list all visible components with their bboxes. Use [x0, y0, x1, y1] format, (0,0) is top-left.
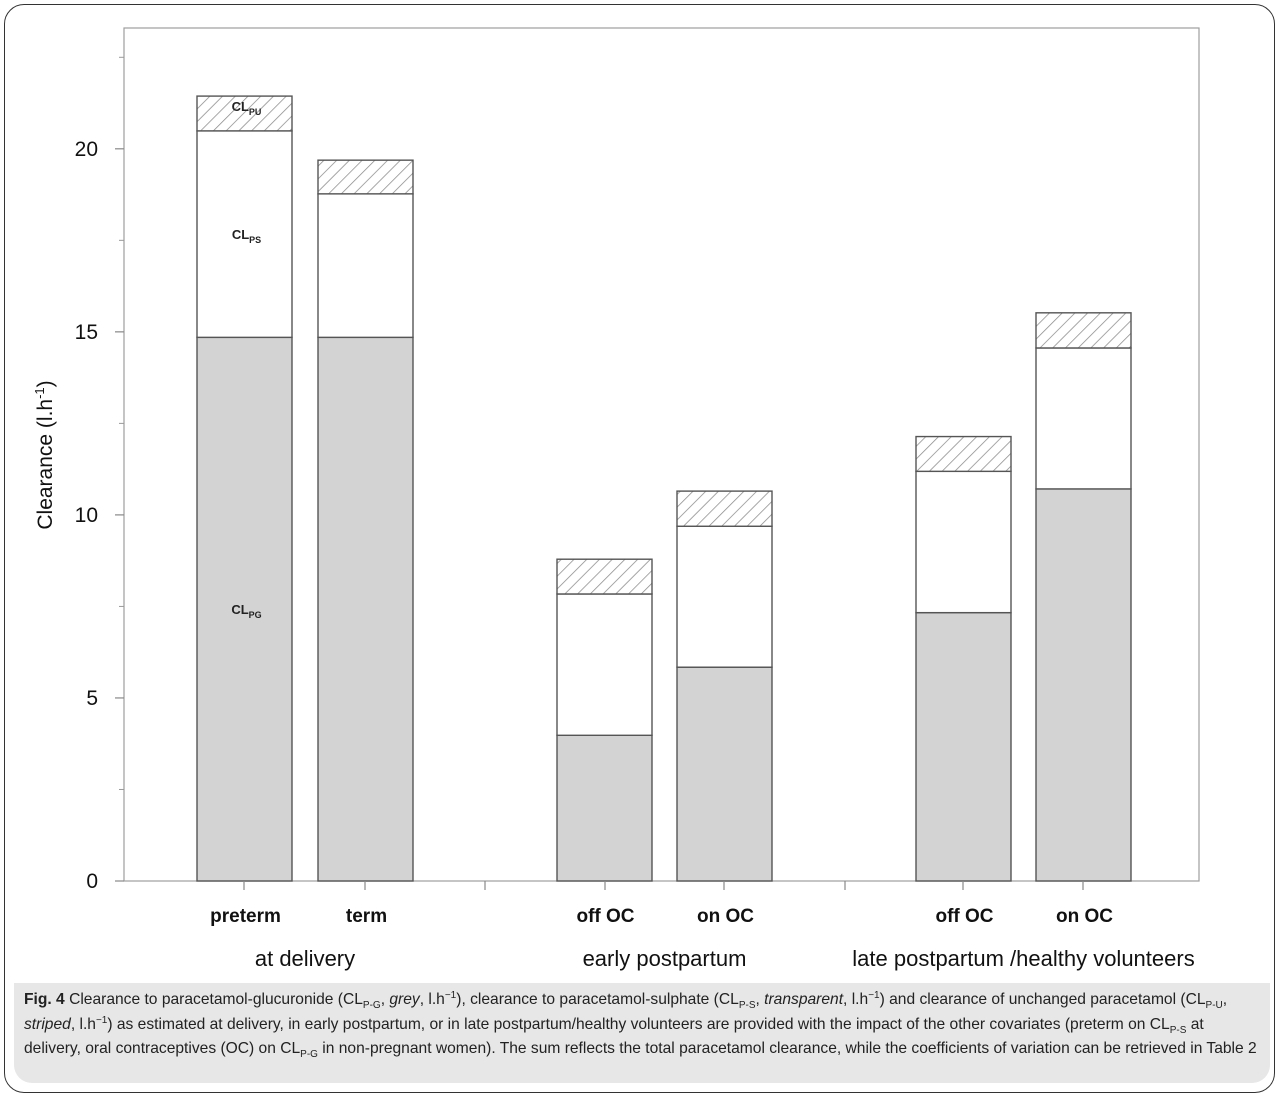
bar-segment-clpu — [317, 159, 414, 195]
y-axis-label-main: Clearance (l.h — [34, 399, 57, 530]
bar-segment-clpg — [1035, 488, 1132, 882]
y-axis-label: Clearance (l.h-1) — [32, 380, 57, 529]
x-group-label: at delivery — [255, 946, 355, 971]
caption-text: ), clearance to paracetamol-sulphate (CL — [456, 991, 739, 1008]
bar-segment-clpu — [676, 490, 773, 527]
bar-segment-clpg — [556, 734, 653, 882]
x-tick-label: off OC — [576, 906, 634, 927]
caption-text: in non-pregnant women). The sum reflects… — [317, 1040, 1257, 1057]
y-axis-label-close: ) — [34, 380, 57, 387]
x-group-label: late postpartum /healthy volunteers — [852, 946, 1194, 971]
caption-text: −1 — [95, 1014, 108, 1026]
caption-text: , l.h — [843, 991, 869, 1008]
bar-segment-clps — [915, 470, 1012, 614]
bar-segment-clps — [196, 130, 293, 339]
caption-text: −1 — [868, 989, 880, 1001]
segment-label-pg: CLPG — [231, 602, 261, 620]
bar-segment-clps — [317, 193, 414, 339]
bars-layer — [196, 95, 1132, 882]
segment-label-ps: CLPS — [232, 227, 261, 245]
y-tick-label: 0 — [86, 870, 98, 893]
y-tick-label: 5 — [86, 687, 98, 710]
bar-segment-clps — [1035, 347, 1132, 490]
bar-segment-clps — [676, 525, 773, 668]
caption-text: , — [380, 991, 390, 1008]
caption-text: ) as estimated at delivery, in early pos… — [107, 1015, 1170, 1033]
bar-segment-clpg — [915, 611, 1012, 882]
caption-text: , — [755, 991, 765, 1008]
y-tick-label: 10 — [75, 504, 98, 527]
figure-label: Fig. 4 — [24, 991, 65, 1008]
bar-segment-clpg — [676, 666, 773, 882]
bar-segment-clpg — [317, 336, 414, 882]
caption-text: Clearance to paracetamol-glucuronide (CL — [64, 991, 363, 1008]
caption-text: −1 — [444, 989, 457, 1001]
y-tick-label: 15 — [75, 321, 98, 344]
plot-area — [123, 27, 1200, 882]
x-group-label: early postpartum — [583, 946, 747, 971]
caption-text: P-G — [300, 1049, 318, 1061]
bar-segment-clpu — [556, 558, 653, 595]
caption-text: P-S — [1169, 1024, 1187, 1036]
caption-text: striped — [24, 1015, 71, 1033]
caption-text: , l.h — [419, 991, 445, 1008]
x-tick-label: preterm — [210, 906, 281, 927]
caption-text: , — [1222, 991, 1228, 1008]
caption-text: grey — [389, 991, 420, 1008]
caption-text: , l.h — [70, 1015, 96, 1033]
y-axis: 0 5 10 15 20 — [75, 56, 124, 893]
segment-labels-layer: CLPG CLPS CLPU — [231, 99, 261, 620]
bar-segment-clpu — [1035, 312, 1132, 349]
segment-label-pu: CLPU — [232, 99, 262, 117]
x-tick-label: off OC — [935, 906, 993, 927]
x-tick-label: on OC — [697, 906, 754, 927]
caption-text: P-G — [362, 1000, 381, 1012]
x-axis: preterm term off OC on OC off OC on OC at deli… — [210, 881, 1195, 971]
caption-text: P-S — [738, 1000, 756, 1012]
x-tick-label: on OC — [1056, 906, 1113, 927]
y-axis-label-sup: -1 — [32, 387, 47, 399]
bar-segment-clpu — [915, 435, 1012, 473]
x-tick-label: term — [346, 906, 387, 927]
caption-text: ) and clearance of unchanged paracetamol… — [879, 991, 1206, 1008]
y-tick-label: 20 — [75, 138, 98, 161]
bar-segment-clpu — [196, 95, 293, 132]
figure-caption: Fig. 4 Clearance to paracetamol-glucuron… — [14, 983, 1270, 1083]
caption-text: P-U — [1205, 1000, 1223, 1012]
bar-segment-clps — [556, 593, 653, 736]
caption-text: at delivery, oral contraceptives (OC) on… — [24, 1015, 1204, 1058]
caption-text: transparent — [764, 991, 844, 1008]
stacked-bar-chart: CLPG CLPS CLPU 0 5 10 15 20 preterm term off OC o… — [32, 27, 1200, 971]
